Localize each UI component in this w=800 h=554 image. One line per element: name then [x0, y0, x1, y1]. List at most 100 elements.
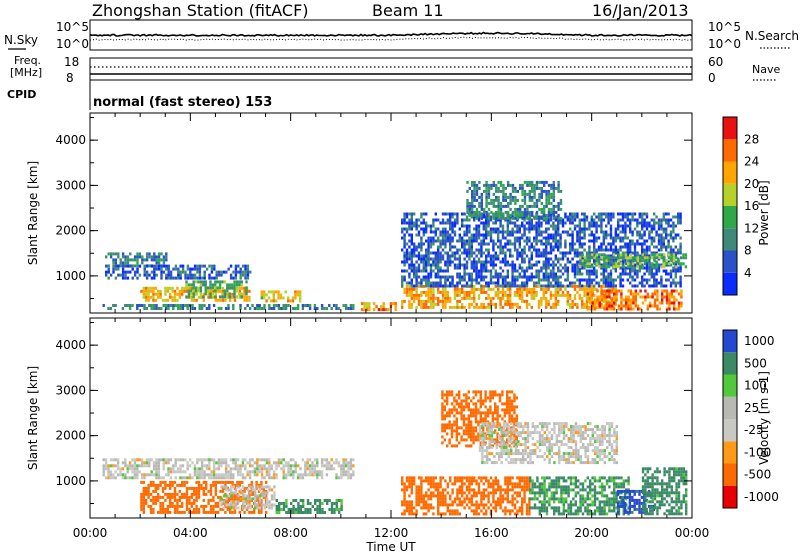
power-ytick-label: 2000: [55, 224, 86, 238]
velocity-colorbar-segment: [723, 374, 737, 397]
power-colorbar-tick: 16: [744, 199, 759, 213]
velocity-colorbar-segment: [723, 485, 737, 508]
power-quantity: Power: [757, 209, 771, 245]
x-tick-label: 20:00: [574, 526, 609, 540]
nsky-label: N.Sky: [4, 33, 38, 47]
power-ytick-label: 1000: [55, 269, 86, 283]
power-colorbar-label: Power [dB]: [757, 180, 771, 245]
echo-region: [466, 180, 563, 220]
power-ytick-label: 3000: [55, 178, 86, 192]
power-colorbar-tick: 24: [744, 155, 759, 169]
power-ytick-label: 4000: [55, 133, 86, 147]
velocity-colorbar-tick: 500: [744, 356, 767, 370]
date-label: 16/Jan/2013: [592, 1, 689, 20]
power-colorbar-segment: [723, 117, 737, 140]
x-tick-labels: 00:00 04:00 08:00 12:00 16:00 20:00 00:00: [73, 526, 710, 540]
cpid-panel: CPID normal (fast stereo) 153: [7, 80, 272, 110]
velocity-colorbar-segment: [723, 441, 737, 464]
velocity-colorbar-segment: [723, 352, 737, 375]
svg-text:Power [dB]: Power [dB]: [757, 180, 771, 245]
echo-region: [529, 476, 630, 516]
echo-region: [401, 284, 617, 309]
x-tick-label: 00:00: [675, 526, 710, 540]
echo-region: [220, 485, 276, 510]
freq-label-1: Freq.: [14, 54, 41, 67]
velocity-ytick-label: 2000: [55, 429, 86, 443]
power-colorbar-segment: [723, 183, 737, 206]
cpid-label: CPID: [7, 88, 36, 101]
echo-region: [401, 212, 682, 288]
power-echoes: [102, 180, 688, 312]
echo-region: [586, 289, 683, 311]
echo-region: [579, 253, 688, 269]
echo-region: [260, 290, 302, 303]
noise-tick-left-high: 10^5: [56, 20, 89, 34]
velocity-colorbar-tick: 1000: [744, 334, 775, 348]
power-colorbar-tick: 8: [744, 244, 752, 258]
x-axis-label: Time UT: [365, 540, 416, 554]
power-colorbar-segment: [723, 228, 737, 251]
velocity-colorbar-label: Velocity [m s-1]: [757, 371, 771, 465]
power-colorbar-tick: 20: [744, 177, 759, 191]
noise-tick-right-low: 10^0: [708, 37, 741, 51]
velocity-echoes: [102, 390, 688, 516]
x-tick-label: 04:00: [173, 526, 208, 540]
noise-panel: N.Sky 10^5 10^0 10^5 10^0 N.Search: [4, 19, 799, 51]
power-colorbar-segment: [723, 250, 737, 273]
velocity-colorbar-tick: -25: [744, 423, 764, 437]
power-chart: 1000 2000 3000 4000 Slant Range [km] 4 8 12 16…: [26, 112, 771, 314]
freq-tick-low: 8: [66, 71, 74, 85]
echo-region: [441, 390, 518, 448]
echo-region: [275, 499, 343, 514]
freq-panel: Freq. [MHz] 18 8 60 0 Nave: [10, 54, 780, 85]
velocity-colorbar-tick: 25: [744, 401, 759, 415]
velocity-ytick-label: 1000: [55, 474, 86, 488]
velocity-colorbar-segment: [723, 463, 737, 486]
echo-region: [102, 458, 355, 480]
beam-label: Beam 11: [372, 1, 444, 20]
velocity-ytick-label: 3000: [55, 383, 86, 397]
noise-tick-left-low: 10^0: [56, 37, 89, 51]
x-tick-label: 08:00: [273, 526, 308, 540]
echo-region: [185, 280, 248, 299]
velocity-colorbar-tick: -1000: [744, 490, 779, 504]
nsearch-trace: [89, 36, 693, 41]
echo-region: [105, 252, 168, 268]
power-colorbar: 4 8 12 16 20 24 28: [722, 116, 759, 296]
freq-label-2: [MHz]: [10, 66, 42, 79]
noise-tick-right-high: 10^5: [708, 20, 741, 34]
nave-tick-high: 60: [708, 55, 723, 69]
power-colorbar-tick: 4: [744, 266, 752, 280]
velocity-colorbar-tick: 100: [744, 379, 767, 393]
velocity-quantity: Velocity: [757, 418, 771, 465]
velocity-colorbar-segment: [723, 396, 737, 419]
power-ylabel: Slant Range [km]: [26, 161, 40, 265]
velocity-colorbar-tick: -100: [744, 445, 771, 459]
power-colorbar-segment: [723, 139, 737, 162]
velocity-ylabel: Slant Range [km]: [26, 366, 40, 470]
power-unit: [dB]: [757, 180, 771, 205]
echo-region: [641, 467, 688, 516]
power-colorbar-segment: [723, 161, 737, 184]
power-colorbar-segment: [723, 206, 737, 229]
freq-tick-high: 18: [64, 55, 79, 69]
nsky-trace: [89, 31, 693, 37]
velocity-unit: [m s-1]: [757, 371, 771, 414]
velocity-colorbar-segment: [723, 330, 737, 353]
power-colorbar-tick: 12: [744, 221, 759, 235]
velocity-ytick-label: 4000: [55, 338, 86, 352]
cpid-text: normal (fast stereo) 153: [93, 95, 272, 110]
echo-region: [478, 422, 618, 465]
power-colorbar-tick: 28: [744, 132, 759, 146]
velocity-colorbar: 1000 500 100 25 -25 -100 -500 -1000: [722, 329, 779, 509]
velocity-colorbar-tick: -500: [744, 468, 771, 482]
echo-region: [102, 304, 355, 310]
nave-label: Nave: [752, 63, 780, 76]
x-tick-label: 12:00: [374, 526, 409, 540]
x-tick-label: 00:00: [73, 526, 108, 540]
velocity-colorbar-segment: [723, 419, 737, 442]
power-colorbar-segment: [723, 272, 737, 295]
nsearch-label: N.Search: [745, 29, 799, 43]
echo-region: [360, 302, 397, 312]
